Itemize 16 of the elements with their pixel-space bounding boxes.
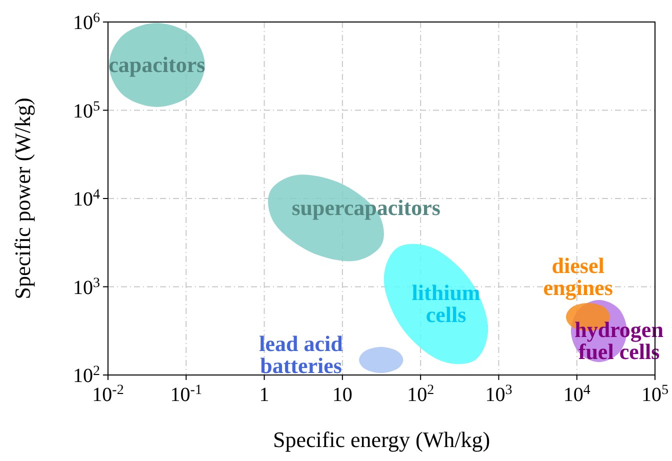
series-label: lead acid batteries bbox=[259, 331, 343, 378]
x-axis-title: Specific energy (Wh/kg) bbox=[272, 427, 490, 452]
y-tick-label: 10$^{3}$ bbox=[73, 275, 100, 299]
x-tick-label: 1 bbox=[259, 384, 270, 406]
y-axis-title: Specific power (W/kg) bbox=[10, 98, 35, 300]
y-tick-label: 10$^{4}$ bbox=[73, 187, 100, 210]
series-label: capacitors bbox=[108, 52, 206, 77]
y-tick-label: 10$^{6}$ bbox=[73, 10, 100, 34]
y-tick-label: 10$^{5}$ bbox=[73, 98, 100, 122]
x-tick-label: 10$^{5}$ bbox=[642, 382, 668, 406]
series-label: diesel engines bbox=[543, 252, 614, 300]
x-tick-label: 10$^{4}$ bbox=[563, 382, 590, 406]
x-tick-label: 10$^{-1}$ bbox=[170, 382, 202, 406]
x-tick-label: 10$^{3}$ bbox=[485, 382, 512, 406]
x-tick-label: 10 bbox=[332, 384, 352, 406]
x-tick-label: 10$^{2}$ bbox=[407, 382, 434, 406]
